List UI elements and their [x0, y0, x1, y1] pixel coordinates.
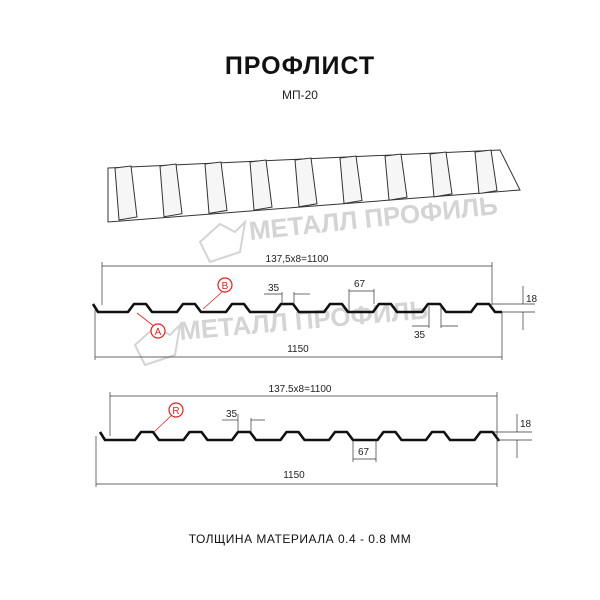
sheet-rib	[474, 149, 498, 195]
material-thickness-note: ТОЛЩИНА МАТЕРИАЛА 0.4 - 0.8 ММ	[188, 532, 412, 546]
bottom-width-dimension: 35	[414, 330, 426, 341]
bottom-width-dimension: 67	[358, 447, 370, 458]
bottom-width-dimension-top: 67	[354, 279, 366, 290]
profile-model: МП-20	[282, 88, 318, 102]
marker-r: R	[172, 406, 179, 417]
sheet-rib	[429, 151, 453, 198]
height-dimension: 18	[520, 419, 532, 430]
sheet-3d-view	[107, 149, 521, 223]
sheet-rib	[159, 163, 183, 218]
profile-line	[91, 302, 502, 314]
pitch-dimension: 137.5x8=1100	[269, 384, 332, 395]
profile-r: 137.5x8=1100 1150 35 67 18 R	[95, 384, 532, 487]
top-width-dimension: 35	[226, 409, 238, 420]
height-dimension: 18	[526, 294, 538, 305]
marker-a: A	[155, 327, 162, 338]
page-title: ПРОФЛИСТ	[224, 52, 376, 80]
marker-b: B	[222, 281, 229, 292]
top-width-dimension: 35	[268, 283, 280, 294]
sheet-rib	[204, 161, 228, 214]
total-width-dimension: 1150	[283, 470, 305, 481]
total-width-dimension: 1150	[287, 344, 309, 355]
sheet-rib	[384, 153, 408, 201]
sheet-rib	[249, 159, 273, 211]
sheet-rib	[114, 165, 138, 221]
svg-text:МЕТАЛЛ ПРОФИЛЬ: МЕТАЛЛ ПРОФИЛЬ	[178, 294, 429, 346]
profile-a: 137,5x8=1100 1150 35 67 35 18 A B	[91, 254, 538, 360]
sheet-rib	[339, 155, 363, 205]
profile-line	[98, 430, 500, 442]
sheet-rib	[294, 157, 318, 208]
pitch-dimension: 137,5x8=1100	[266, 254, 329, 265]
